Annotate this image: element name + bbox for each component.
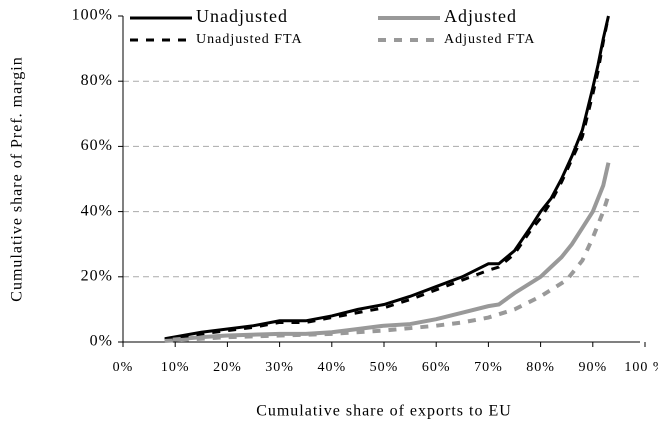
legend-label: Adjusted xyxy=(444,6,517,26)
x-tick-label: 50% xyxy=(370,360,399,375)
legend-label: Unadjusted xyxy=(196,6,288,26)
series-line xyxy=(164,162,611,343)
y-tick-label: 0% xyxy=(90,333,113,350)
series-line xyxy=(164,15,610,341)
series-line xyxy=(164,15,610,341)
y-tick-label: 80% xyxy=(81,72,113,89)
x-tick-label: 10% xyxy=(161,360,190,375)
y-tick-label: 40% xyxy=(81,202,113,219)
series-line xyxy=(164,194,611,344)
x-tick-label: 40% xyxy=(317,360,346,375)
y-tick-label: 60% xyxy=(81,137,113,154)
legend-label: Unadjusted FTA xyxy=(196,32,303,47)
y-tick-label: 100% xyxy=(72,7,113,24)
x-tick-label: 30% xyxy=(265,360,294,375)
x-tick-label: 0% xyxy=(113,360,134,375)
x-tick-label: 90% xyxy=(578,360,607,375)
x-tick-label: 80% xyxy=(526,360,555,375)
x-axis-label: Cumulative share of exports to EU xyxy=(256,403,512,420)
x-tick-label: 100 % xyxy=(624,360,658,375)
y-tick-label: 20% xyxy=(81,267,113,284)
y-axis-label: Cumulative share of Pref. margin xyxy=(9,56,26,301)
x-tick-label: 60% xyxy=(422,360,451,375)
x-tick-label: 20% xyxy=(213,360,242,375)
legend-label: Adjusted FTA xyxy=(444,32,535,47)
x-tick-label: 70% xyxy=(474,360,503,375)
